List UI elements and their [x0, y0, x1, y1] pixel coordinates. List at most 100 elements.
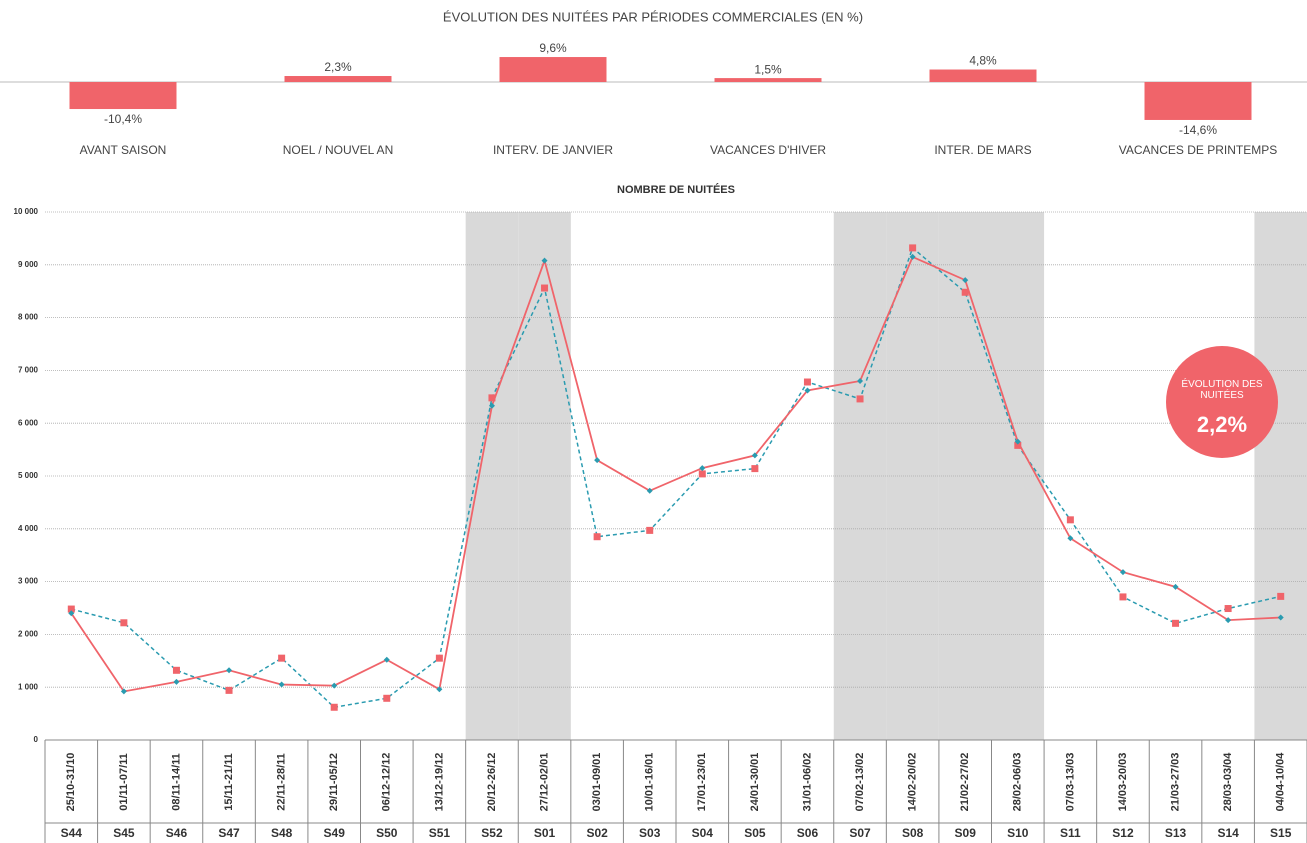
x-date-label: 20/12-26/12	[486, 753, 498, 812]
y-tick-label: 0	[34, 735, 39, 744]
bar	[1144, 82, 1252, 120]
series-marker	[593, 533, 601, 541]
value-label: 4,8%	[969, 54, 997, 68]
series-marker	[331, 682, 338, 689]
y-tick-label: 2 000	[18, 630, 39, 639]
x-date-label: 01/11-07/11	[118, 753, 130, 811]
series-marker	[68, 610, 75, 617]
x-week-label: S11	[1060, 826, 1081, 840]
series-marker	[751, 465, 759, 473]
badge	[1166, 346, 1278, 458]
x-week-label: S52	[481, 826, 503, 840]
series-marker	[1225, 617, 1232, 624]
series-marker	[225, 686, 233, 694]
series-line	[70, 255, 1281, 693]
series-marker	[278, 654, 286, 662]
y-tick-label: 4 000	[18, 524, 39, 533]
bar	[284, 76, 392, 82]
series-marker	[803, 378, 811, 386]
series-marker	[383, 656, 390, 663]
series-marker	[436, 686, 443, 693]
category-label: NOEL / NOUVEL AN	[283, 143, 393, 157]
series-marker	[856, 395, 864, 403]
x-week-label: S47	[218, 826, 240, 840]
x-week-label: S04	[692, 826, 714, 840]
series-marker	[1172, 583, 1179, 590]
y-tick-label: 1 000	[18, 682, 39, 691]
value-label: 9,6%	[539, 41, 567, 55]
x-week-label: S06	[797, 826, 819, 840]
category-label: VACANCES DE PRINTEMPS	[1119, 143, 1277, 157]
x-date-label: 25/10-31/10	[65, 753, 77, 812]
y-tick-label: 9 000	[18, 260, 39, 269]
bar	[69, 82, 177, 110]
series-marker	[1224, 605, 1232, 613]
x-date-label: 29/11-05/12	[328, 753, 340, 811]
x-date-label: 14/02-20/02	[907, 753, 919, 812]
series-marker	[541, 284, 549, 292]
category-label: AVANT SAISON	[80, 143, 167, 157]
series-marker	[488, 402, 495, 409]
series-marker	[330, 703, 338, 711]
y-tick-label: 5 000	[18, 471, 39, 480]
value-label: -10,4%	[104, 112, 142, 126]
series-marker	[172, 666, 180, 674]
series-marker	[699, 465, 706, 472]
badge-label: ÉVOLUTION DES NUITÉES	[1181, 377, 1262, 401]
series-marker	[173, 678, 180, 685]
bar	[499, 57, 607, 82]
series-marker	[804, 387, 811, 394]
x-week-label: S08	[902, 826, 924, 840]
bar	[929, 69, 1037, 82]
x-week-label: S44	[61, 826, 83, 840]
series-line	[71, 246, 1281, 709]
category-label: INTERV. DE JANVIER	[493, 143, 613, 157]
bar	[714, 78, 822, 82]
series-marker	[120, 688, 127, 695]
x-date-label: 21/03-27/03	[1169, 753, 1181, 812]
y-tick-label: 8 000	[18, 313, 39, 322]
series-marker	[383, 694, 391, 702]
series-marker	[857, 377, 864, 384]
x-date-label: 07/03-13/03	[1064, 753, 1076, 812]
category-label: VACANCES D'HIVER	[710, 143, 826, 157]
series-marker	[435, 654, 443, 662]
series-marker	[120, 619, 128, 627]
x-date-label: 03/01-09/01	[591, 753, 603, 812]
line-title: NOMBRE DE NUITÉES	[617, 183, 735, 196]
x-week-label: S46	[166, 826, 188, 840]
y-tick-label: 7 000	[18, 366, 39, 375]
series-marker	[1277, 592, 1285, 600]
series-marker	[751, 452, 758, 459]
x-date-label: 22/11-28/11	[276, 753, 288, 811]
y-tick-label: 10 000	[14, 207, 39, 216]
x-date-label: 08/11-14/11	[170, 753, 182, 811]
badge-value: 2,2%	[1197, 412, 1247, 437]
series-marker	[1119, 569, 1126, 576]
series-marker	[226, 667, 233, 674]
x-week-label: S10	[1007, 826, 1029, 840]
series-marker	[1067, 535, 1074, 542]
category-label: INTER. DE MARS	[934, 143, 1031, 157]
series-marker	[541, 257, 548, 264]
x-week-label: S12	[1112, 826, 1134, 840]
x-date-label: 14/03-20/03	[1117, 753, 1129, 812]
x-week-label: S51	[429, 826, 451, 840]
x-date-label: 31/01-06/02	[801, 753, 813, 812]
x-date-label: 21/02-27/02	[959, 753, 971, 812]
series-marker	[962, 277, 969, 284]
series-marker	[1014, 438, 1021, 445]
series-marker	[909, 244, 917, 252]
series-marker	[1172, 619, 1180, 627]
series-marker	[1066, 516, 1074, 524]
x-week-label: S03	[639, 826, 661, 840]
x-week-label: S15	[1270, 826, 1292, 840]
series-marker	[67, 605, 75, 613]
x-date-label: 10/01-16/01	[644, 753, 656, 812]
series-marker	[278, 681, 285, 688]
series-marker	[698, 470, 706, 478]
series-marker	[909, 253, 916, 260]
y-tick-label: 3 000	[18, 577, 39, 586]
x-week-label: S13	[1165, 826, 1187, 840]
